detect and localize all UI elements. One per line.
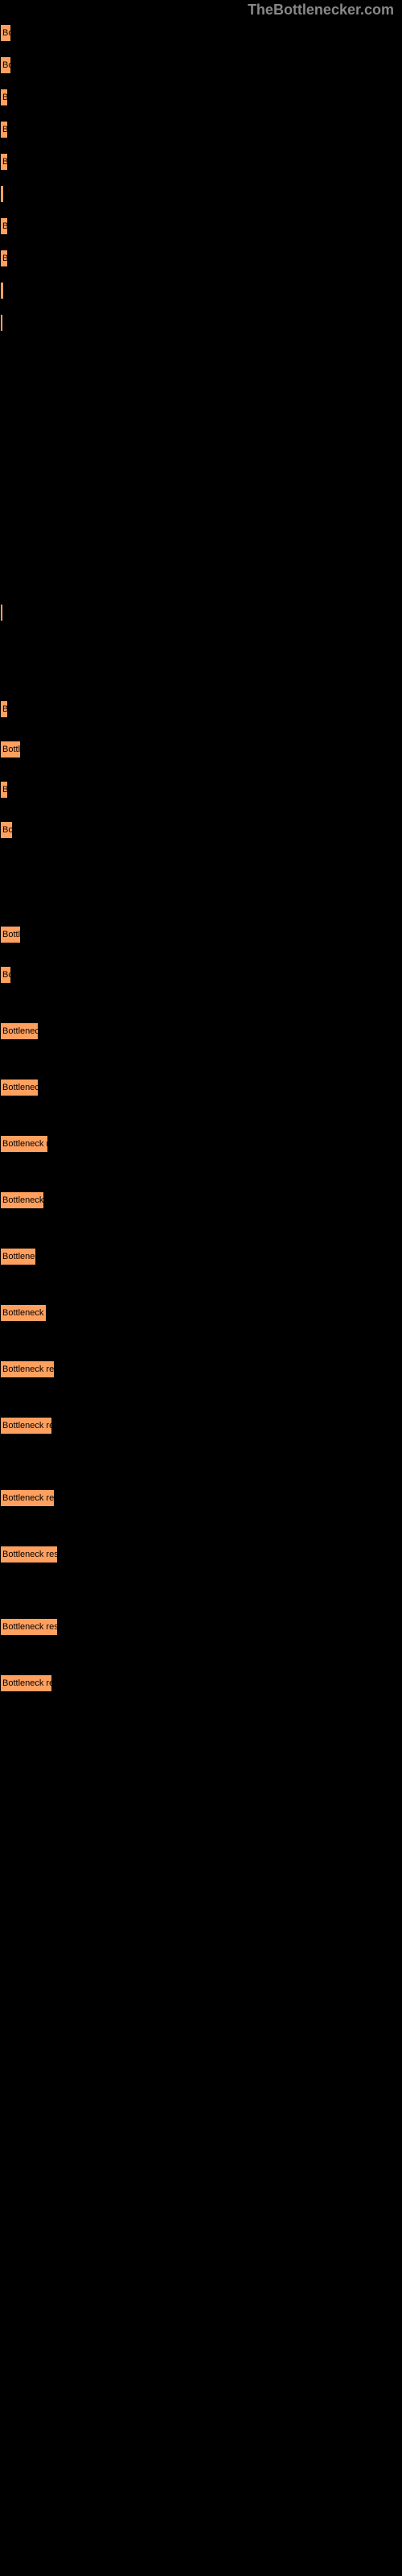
chart-bar: B	[0, 217, 8, 235]
bar-label: Bottleneck	[2, 1026, 39, 1036]
chart-bar: Bottle	[0, 926, 21, 943]
bar-label: Bottleneck resu	[2, 1493, 55, 1503]
chart-container: TheBottlenecker.com Bo Bo B B B B B B Bottle B Bo B…	[0, 0, 402, 2576]
chart-bar: Bottleneck res	[0, 1417, 52, 1435]
bar-label: Bottleneck result	[2, 1550, 58, 1559]
chart-bar: Bo	[0, 24, 11, 42]
bar-label: Bo	[2, 970, 11, 980]
chart-bar: Bottle	[0, 741, 21, 758]
chart-bar: B	[0, 781, 8, 799]
bar-label: Bo	[2, 825, 13, 835]
bar-label: B	[2, 93, 8, 102]
chart-bar	[0, 604, 3, 621]
chart-bar: Bottleneck result	[0, 1546, 58, 1563]
chart-bar: B	[0, 153, 8, 171]
bar-label: Bottleneck res	[2, 1421, 52, 1430]
bar-label: Bottle	[2, 745, 21, 754]
chart-bar	[0, 282, 4, 299]
chart-bar: Bottleneck result	[0, 1618, 58, 1636]
chart-bar: Bo	[0, 966, 11, 984]
bar-label: Bottleneck	[2, 1083, 39, 1092]
chart-bar	[0, 185, 4, 203]
chart-bar: Bo	[0, 56, 11, 74]
bar-label: Bottleneck result	[2, 1622, 58, 1632]
chart-bar: Bottleneck	[0, 1079, 39, 1096]
chart-bar: Bottleneck resu	[0, 1489, 55, 1507]
bar-label: Bottleneck re	[2, 1139, 48, 1149]
chart-bar: Bottleneck res	[0, 1674, 52, 1692]
chart-bar: B	[0, 250, 8, 267]
chart-bar: Bottleneck r	[0, 1191, 44, 1209]
bar-label: Bottleneck	[2, 1252, 36, 1261]
bar-label: Bo	[2, 28, 11, 38]
watermark-text: TheBottlenecker.com	[248, 2, 394, 19]
bar-label: B	[2, 221, 8, 231]
chart-bar	[0, 314, 3, 332]
chart-bar: Bottleneck	[0, 1248, 36, 1265]
chart-bar: Bo	[0, 821, 13, 839]
bar-label: Bottleneck resu	[2, 1364, 55, 1374]
bar-label: B	[2, 254, 8, 263]
chart-bar: Bottleneck	[0, 1022, 39, 1040]
bar-label: Bottle	[2, 930, 21, 939]
bar-label: B	[2, 785, 8, 795]
chart-bar: Bottleneck resu	[0, 1360, 55, 1378]
chart-bar: B	[0, 700, 8, 718]
bar-label: B	[2, 125, 8, 134]
chart-bar: B	[0, 121, 8, 138]
bar-label: Bottleneck r	[2, 1195, 44, 1205]
bar-label: Bottleneck res	[2, 1678, 52, 1688]
chart-bar: Bottleneck re	[0, 1304, 47, 1322]
bar-label: B	[2, 157, 8, 167]
chart-bar: Bottleneck re	[0, 1135, 48, 1153]
bar-label: B	[2, 704, 8, 714]
bar-label: Bottleneck re	[2, 1308, 47, 1318]
chart-bar: B	[0, 89, 8, 106]
bar-label: Bo	[2, 60, 11, 70]
